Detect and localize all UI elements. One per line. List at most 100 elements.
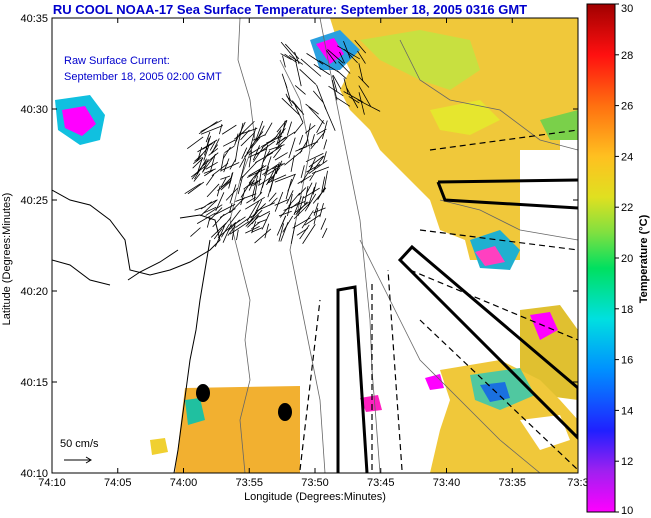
- station-marker: [196, 384, 210, 402]
- current-vector: [297, 196, 304, 216]
- current-vector: [326, 50, 337, 64]
- current-vector: [354, 39, 367, 54]
- current-vector: [332, 75, 342, 90]
- current-vector: [244, 149, 253, 158]
- y-axis: 40:35 40:30 40:25 40:20 40:15 40:10: [20, 13, 578, 480]
- current-vector: [343, 40, 351, 59]
- y-axis-label: Latitude (Degrees:Minutes): [1, 193, 13, 326]
- current-vector: [321, 228, 328, 239]
- current-vector: [293, 122, 304, 134]
- current-vector: [184, 183, 201, 195]
- current-vector: [299, 224, 310, 240]
- current-vector: [299, 68, 317, 85]
- current-vector: [252, 134, 266, 141]
- current-vector: [210, 222, 227, 238]
- x-tick-label: 73:50: [301, 477, 329, 489]
- current-vector: [300, 165, 305, 178]
- colorbar-tick-label: 30: [621, 3, 633, 15]
- current-vector: [294, 105, 304, 123]
- current-vector: [274, 152, 288, 161]
- current-vector: [316, 128, 327, 135]
- current-vectors: [184, 39, 381, 247]
- current-vector: [245, 209, 263, 227]
- current-vector: [293, 196, 302, 216]
- current-vector: [210, 155, 216, 172]
- current-vector: [240, 178, 253, 198]
- current-vector: [240, 127, 258, 135]
- current-vector: [261, 212, 271, 230]
- current-vector: [229, 184, 237, 204]
- current-vector: [280, 41, 298, 62]
- current-vector: [203, 206, 217, 214]
- current-vector: [197, 139, 218, 153]
- current-vector: [273, 147, 282, 159]
- current-vector: [280, 215, 286, 228]
- x-tick-label: 74:05: [104, 477, 132, 489]
- current-vector: [261, 139, 274, 148]
- current-vector: [194, 158, 207, 180]
- current-vector: [202, 143, 213, 150]
- current-vector: [229, 173, 233, 185]
- colorbar-ticks: 30 28 26 24 22 20 18 16 14 12 10: [615, 3, 633, 517]
- scale-label: 50 cm/s: [60, 438, 99, 450]
- current-vector: [266, 165, 277, 185]
- current-vector: [308, 160, 328, 174]
- current-vector: [237, 176, 244, 195]
- current-vector: [313, 207, 319, 225]
- current-vector: [335, 96, 351, 107]
- x-tick-label: 74:10: [38, 477, 66, 489]
- current-vector: [358, 63, 364, 82]
- current-vector: [358, 92, 365, 115]
- current-vector: [250, 199, 263, 222]
- colorbar-tick-label: 22: [621, 202, 633, 214]
- current-vector: [250, 221, 261, 230]
- current-vector: [217, 179, 232, 192]
- current-vector: [306, 182, 313, 194]
- current-vector: [267, 182, 273, 198]
- current-vector: [221, 124, 237, 135]
- x-tick-label: 73:3: [567, 477, 588, 489]
- y-tick-label: 40:30: [20, 104, 48, 116]
- current-label-line2: September 18, 2005 02:00 GMT: [64, 71, 222, 83]
- current-vector: [322, 151, 327, 164]
- y-tick-label: 40:20: [20, 286, 48, 298]
- current-vector: [276, 128, 286, 139]
- current-vector: [269, 197, 278, 206]
- colorbar-tick-label: 18: [621, 304, 633, 316]
- current-vector: [251, 175, 259, 198]
- plot-area: [52, 18, 578, 473]
- current-vector: [316, 120, 324, 134]
- current-vector: [299, 134, 304, 145]
- current-vector: [279, 120, 288, 138]
- current-vector: [238, 120, 255, 137]
- current-vector: [337, 45, 360, 60]
- current-vector: [251, 214, 259, 225]
- current-vector: [187, 181, 205, 195]
- current-vector: [239, 158, 247, 181]
- current-vector: [233, 216, 246, 225]
- current-vector: [240, 129, 250, 141]
- current-vector: [220, 175, 231, 180]
- restricted-zones: [336, 178, 578, 473]
- current-vector: [222, 177, 232, 187]
- current-vector: [253, 147, 264, 162]
- current-vector: [234, 142, 239, 162]
- current-vector: [344, 48, 358, 64]
- x-axis-label: Longitude (Degrees:Minutes): [244, 491, 386, 503]
- current-vector: [290, 222, 296, 244]
- current-vector: [200, 201, 213, 210]
- y-tick-label: 40:25: [20, 195, 48, 207]
- current-vector: [294, 51, 300, 65]
- current-vector: [323, 170, 328, 193]
- current-vector: [275, 137, 288, 150]
- current-vector: [229, 221, 250, 235]
- current-vector: [267, 162, 286, 176]
- current-vector: [248, 148, 267, 158]
- current-vector: [214, 225, 225, 247]
- y-tick-label: 40:15: [20, 377, 48, 389]
- current-vector: [193, 173, 201, 182]
- current-vector: [339, 51, 345, 64]
- current-vector: [220, 153, 225, 172]
- current-vector: [205, 131, 211, 143]
- current-vector: [205, 204, 223, 216]
